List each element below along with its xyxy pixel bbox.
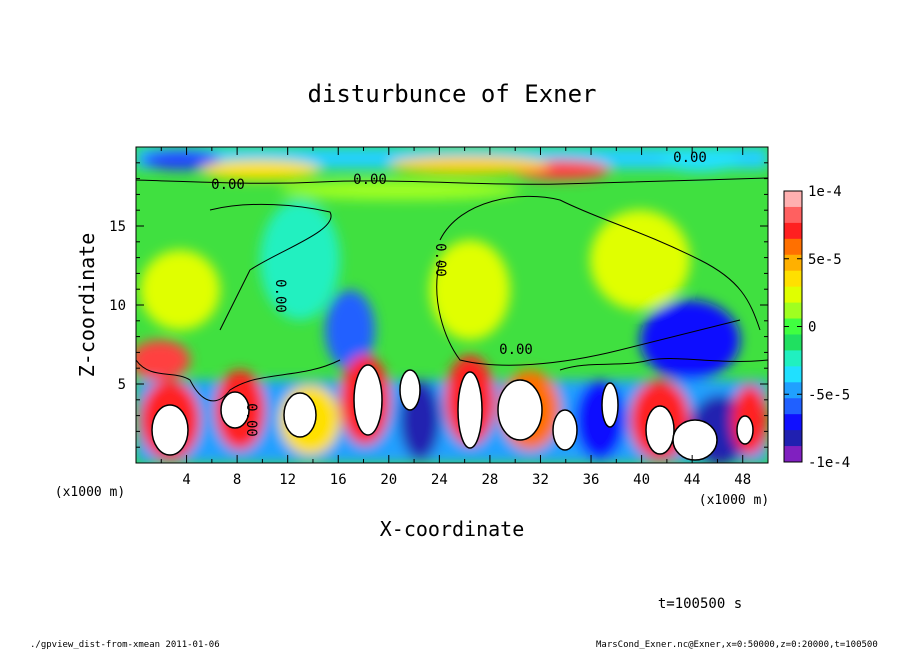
colorbar-segment <box>784 286 802 304</box>
footer-left: ./gpview_dist-from-xmean 2011-01-06 <box>30 640 220 650</box>
chart-title: disturbunce of Exner <box>308 80 597 108</box>
contour-label: 0.00 <box>272 279 288 313</box>
saturation-patch <box>645 405 675 455</box>
zero-contour <box>436 259 741 366</box>
field-patch <box>260 200 340 320</box>
saturation-patch <box>601 382 619 428</box>
time-label: t=100500 s <box>658 596 742 612</box>
saturation-patch <box>736 415 754 445</box>
y-tick-label: 10 <box>109 298 126 314</box>
x-tick-label: 12 <box>279 472 296 488</box>
zero-contour <box>439 195 761 331</box>
x-tick-label: 28 <box>481 472 498 488</box>
zero-contour <box>136 359 341 402</box>
footer-right: MarsCond_Exner.nc@Exner,x=0:50000,z=0:20… <box>596 640 878 650</box>
field-patch <box>575 380 625 460</box>
x-tick-label: 48 <box>734 472 751 488</box>
x-tick-label: 16 <box>330 472 347 488</box>
colorbar-segment <box>784 366 802 383</box>
saturation-patch <box>672 419 718 461</box>
colorbar-segment <box>784 206 802 224</box>
colorbar-segment <box>784 398 802 415</box>
contour-label: 0.00 <box>353 172 387 188</box>
x-axis: 4 8 12 16 20 24 28 32 36 40 44 48 <box>160 147 751 488</box>
zero-contour <box>209 203 332 331</box>
colorbar-segment <box>784 222 802 240</box>
x-axis-label: X-coordinate <box>380 517 525 541</box>
colorbar-segment <box>784 382 802 399</box>
x-tick-label: 40 <box>633 472 650 488</box>
field-patch <box>140 250 220 330</box>
y-unit-label: (x1000 m) <box>55 485 125 500</box>
colorbar-tick-label: 1e-4 <box>808 184 842 200</box>
field-patch <box>140 150 220 170</box>
saturation-patch <box>220 391 250 429</box>
x-tick-label: 4 <box>182 472 190 488</box>
saturation-patch <box>399 369 421 411</box>
contour-label: 0.00 <box>211 177 245 193</box>
contour-labels: 0.00 0.00 0.00 0.00 0.00 0.00 0.00 <box>211 150 707 437</box>
field-patch <box>590 210 690 310</box>
x-tick-label: 24 <box>431 472 448 488</box>
contour-label: 0.00 <box>499 342 533 358</box>
colorbar-segment <box>784 350 802 367</box>
colorbar-segment <box>784 334 802 351</box>
colorbar-tick-label: -5e-5 <box>808 387 850 403</box>
field-patch <box>136 340 190 380</box>
x-tick-label: 32 <box>532 472 549 488</box>
x-tick-label: 36 <box>583 472 600 488</box>
colorbar-segment <box>784 446 802 463</box>
colorbar-segment <box>784 414 802 431</box>
saturation-patch <box>497 379 543 441</box>
y-tick-label: 15 <box>109 219 126 235</box>
colorbar-segment <box>784 302 802 320</box>
x-unit-label: (x1000 m) <box>699 493 769 508</box>
colorbar-segment <box>784 191 802 208</box>
field-patch <box>200 160 320 180</box>
contour-label: 0.00 <box>673 150 707 166</box>
contour-label: 0.00 <box>243 403 259 437</box>
contour-label: 0.00 <box>432 243 448 277</box>
y-axis-label: Z-coordinate <box>75 233 99 378</box>
colorbar-tick-label: 0 <box>808 320 816 336</box>
colorbar-segment <box>784 430 802 447</box>
y-axis: 5 10 15 <box>109 162 768 448</box>
field-patch <box>390 156 550 174</box>
colorbar-segment <box>784 318 802 335</box>
saturation-patch <box>283 392 317 438</box>
x-tick-label: 8 <box>233 472 241 488</box>
saturation-patch <box>151 404 189 456</box>
field-patch <box>280 180 520 200</box>
zero-contour <box>136 177 768 185</box>
colorbar-segment <box>784 254 802 272</box>
colorbar-segment <box>784 270 802 288</box>
saturation-patch <box>353 364 383 436</box>
x-tick-label: 20 <box>380 472 397 488</box>
heatmap-field <box>136 147 768 463</box>
colorbar-tick-label: -1e-4 <box>808 455 850 471</box>
field-patch <box>325 290 375 370</box>
field-patch <box>430 240 510 340</box>
saturation-patch <box>457 371 483 449</box>
saturation-patch <box>552 409 578 451</box>
field-patch <box>660 148 740 172</box>
x-tick-label: 44 <box>684 472 701 488</box>
colorbar-labels: 1e-4 5e-5 0 -5e-5 -1e-4 <box>784 184 850 471</box>
colorbar-tick-label: 5e-5 <box>808 252 842 268</box>
colorbar-segment <box>784 238 802 256</box>
zero-contour <box>559 358 768 371</box>
field-patch <box>640 300 740 380</box>
y-tick-label: 5 <box>118 377 126 393</box>
